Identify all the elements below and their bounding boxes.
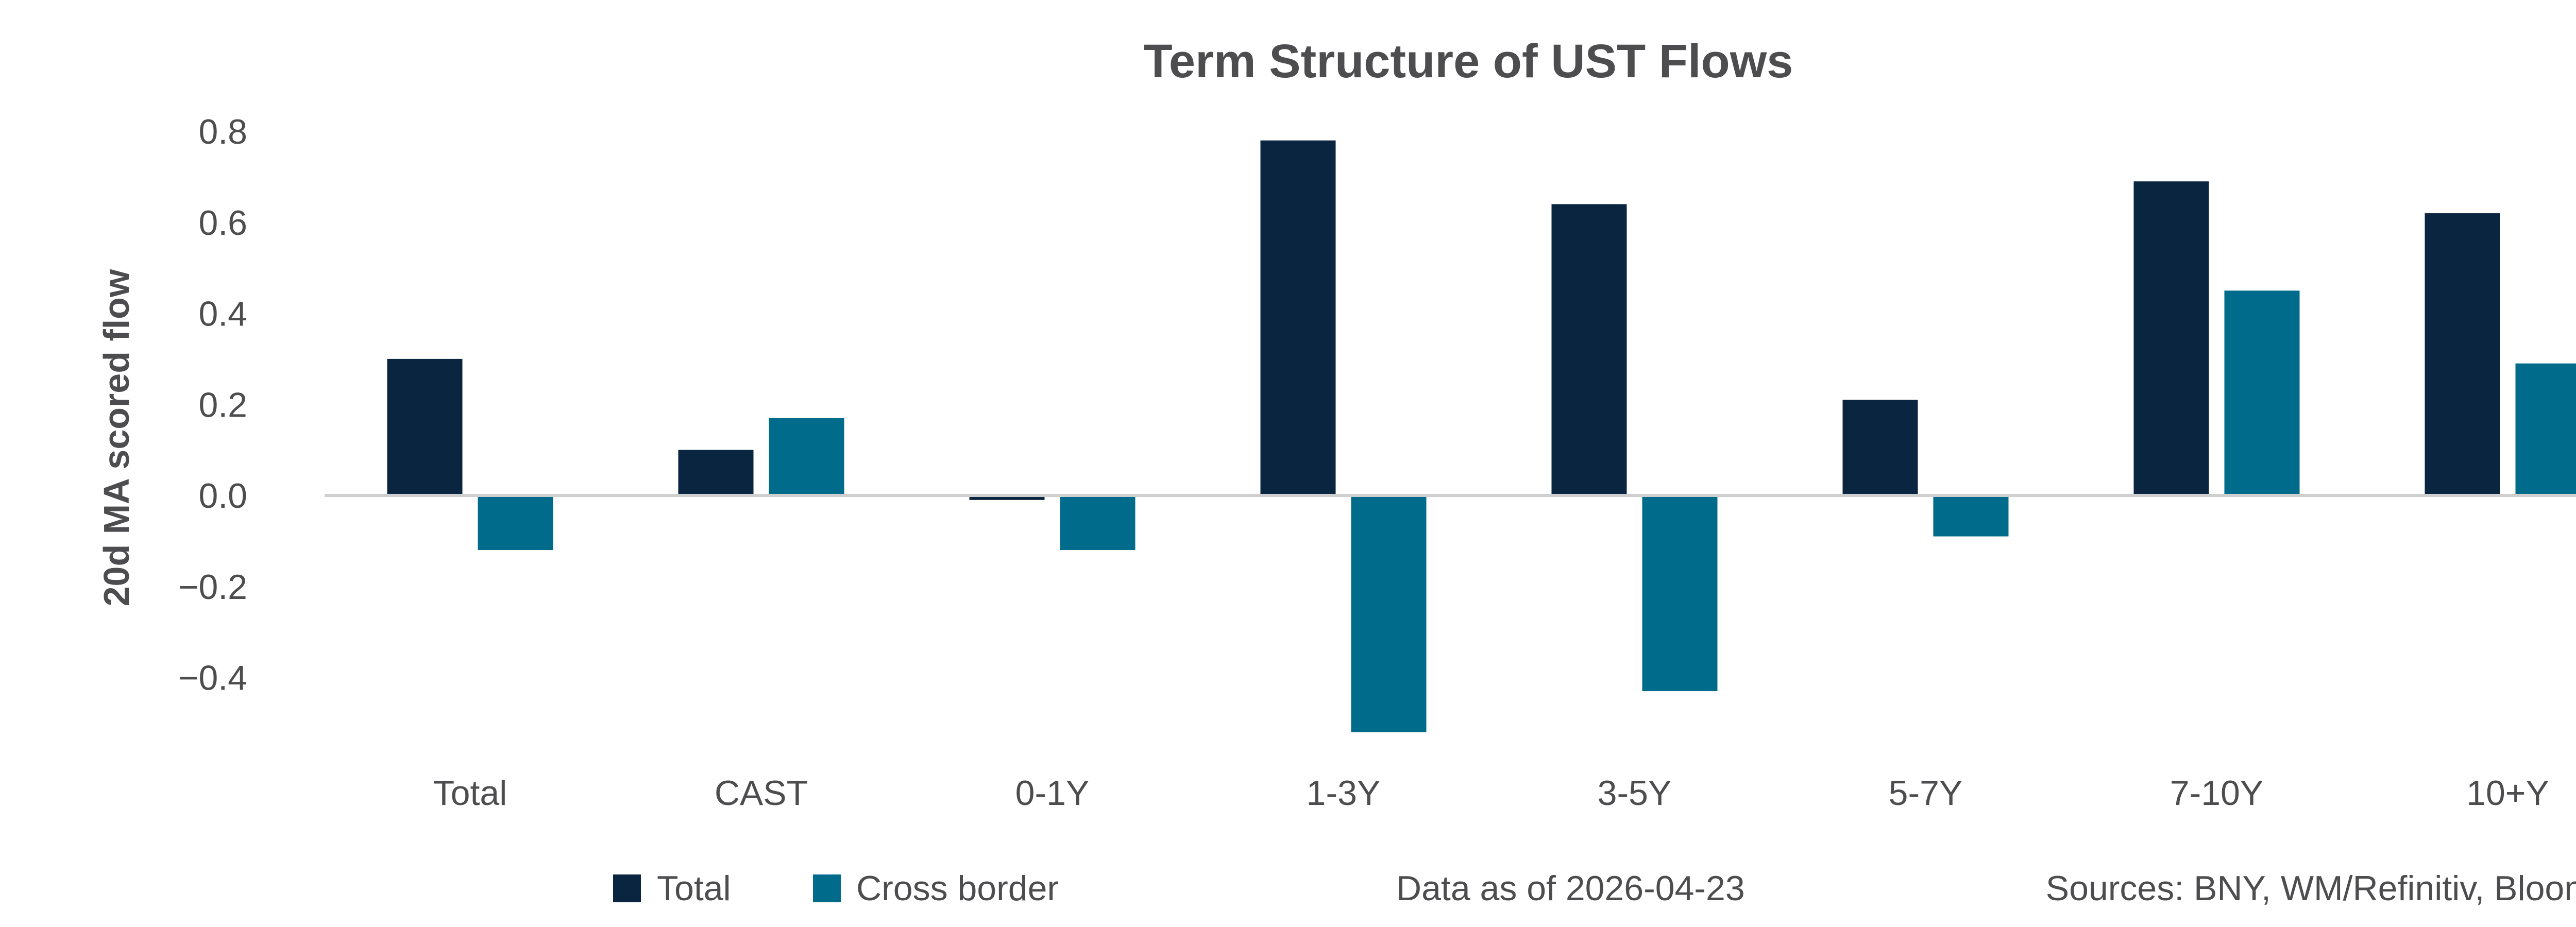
- legend-swatch-total: [613, 874, 641, 902]
- bar-cross-border-35y: [1642, 495, 1718, 692]
- bar-cross-border-total: [478, 495, 553, 551]
- x-category-label: 7-10Y: [2170, 774, 2263, 813]
- y-axis-label: 20d MA scored flow: [96, 269, 137, 606]
- x-category-label: Total: [433, 774, 507, 813]
- bar-cross-border-13y: [1351, 495, 1427, 732]
- x-category-label: 1-3Y: [1307, 774, 1381, 813]
- y-tick-label: −0.4: [178, 659, 247, 698]
- x-category-label: CAST: [715, 774, 808, 813]
- bar-total-35y: [1551, 204, 1627, 495]
- y-tick-label: 0.4: [198, 295, 247, 334]
- x-category-label: 3-5Y: [1598, 774, 1672, 813]
- bar-total-total: [387, 358, 463, 495]
- y-tick-label: 0.6: [198, 203, 247, 243]
- legend-label-cross-border: Cross border: [856, 869, 1059, 908]
- y-tick-label: 0.8: [198, 112, 247, 151]
- bar-total-cast: [678, 450, 754, 495]
- legend: Total Cross border: [613, 869, 1059, 908]
- bar-total-13y: [1260, 140, 1336, 495]
- chart-title: Term Structure of UST Flows: [1144, 35, 1793, 88]
- y-tick-label: 0.0: [198, 476, 247, 516]
- x-axis-categories: Total CAST 0-1Y 1-3Y 3-5Y 5-7Y 7-10Y 10+Y: [433, 774, 2549, 813]
- bar-cross-border-710y: [2224, 290, 2300, 495]
- bar-cross-border-57y: [1933, 495, 2009, 537]
- bar-cross-border-01y: [1060, 495, 1136, 551]
- bars: [387, 140, 2576, 732]
- bar-cross-border-cast: [769, 418, 844, 495]
- x-category-label: 5-7Y: [1889, 774, 1963, 813]
- data-as-of: Data as of 2026-04-23: [1396, 869, 1745, 908]
- y-tick-label: 0.2: [198, 385, 247, 424]
- y-axis-ticks: 0.8 0.6 0.4 0.2 0.0 −0.2 −0.4: [178, 112, 247, 698]
- x-category-label: 0-1Y: [1015, 774, 1090, 813]
- y-tick-label: −0.2: [178, 568, 247, 607]
- bar-total-10y: [2425, 213, 2500, 495]
- legend-label-total: Total: [657, 869, 731, 908]
- bar-total-57y: [1842, 400, 1918, 495]
- bar-total-710y: [2133, 181, 2209, 495]
- bar-total-01y: [969, 495, 1045, 500]
- legend-swatch-cross-border: [813, 874, 841, 902]
- bar-cross-border-10y: [2515, 363, 2576, 495]
- sources: Sources: BNY, WM/Refinitiv, Bloomberg: [2046, 869, 2576, 908]
- x-category-label: 10+Y: [2466, 774, 2549, 813]
